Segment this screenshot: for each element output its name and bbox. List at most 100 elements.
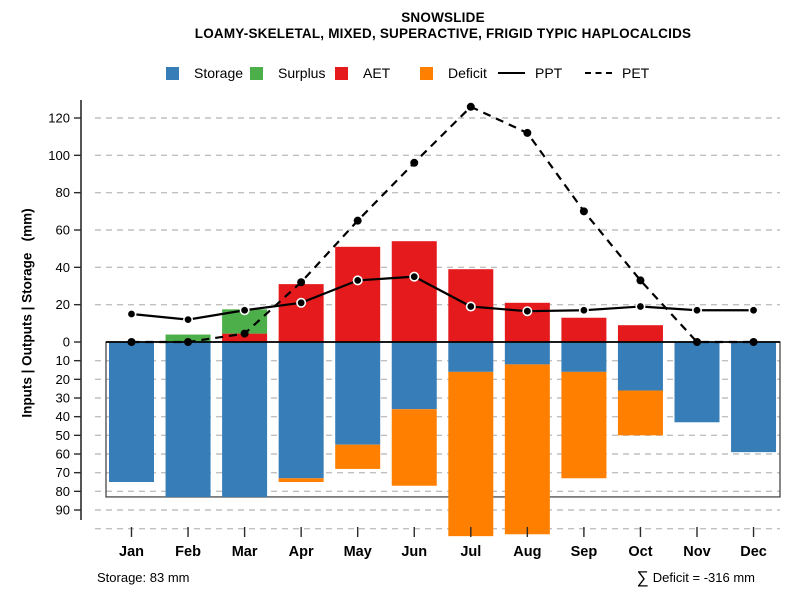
pet-point-Feb xyxy=(184,338,193,346)
y-tick-label: 70 xyxy=(56,465,70,480)
bar-aet-May xyxy=(335,246,381,342)
pet-point-Mar xyxy=(240,329,249,338)
bar-aet-Apr xyxy=(278,284,324,342)
bar-deficit-Jul xyxy=(448,371,494,537)
bar-deficit-May xyxy=(335,444,381,469)
y-tick-label: 120 xyxy=(48,110,70,125)
bar-storage-Jun xyxy=(391,342,437,410)
bar-aet-Sep xyxy=(561,317,607,342)
legend-item-aet: AET xyxy=(335,65,390,81)
bar-deficit-Sep xyxy=(561,371,607,479)
bar-storage-Sep xyxy=(561,342,607,372)
legend-item-pet: PET xyxy=(585,65,649,81)
pet-point-Aug xyxy=(523,128,532,137)
deficit-annotation-text: Deficit = -316 mm xyxy=(652,570,755,585)
legend-item-surplus: Surplus xyxy=(250,65,325,81)
x-tick-label-Apr: Apr xyxy=(289,544,314,560)
legend-label-deficit: Deficit xyxy=(448,65,487,81)
storage-swatch-icon xyxy=(166,66,179,80)
x-tick-label-Mar: Mar xyxy=(232,544,258,560)
x-tick-label-May: May xyxy=(344,544,372,560)
surplus-swatch-icon xyxy=(250,66,263,80)
y-tick-label: 30 xyxy=(56,391,70,406)
x-tick-label-Jan: Jan xyxy=(119,544,144,560)
pet-point-Jul xyxy=(466,102,475,111)
ppt-point-Dec xyxy=(748,305,759,316)
ppt-point-Jul xyxy=(465,301,476,312)
x-tick-label-Dec: Dec xyxy=(740,544,767,560)
bar-storage-Dec xyxy=(731,342,777,453)
ppt-line xyxy=(131,275,754,321)
y-tick-label: 20 xyxy=(56,297,70,312)
bar-aet-Jun xyxy=(391,241,437,342)
legend-label-pet: PET xyxy=(622,65,650,81)
y-tick-label: 90 xyxy=(56,503,70,518)
ppt-point-Jan xyxy=(126,308,137,319)
y-tick-label: 20 xyxy=(56,372,70,387)
bar-storage-Jan xyxy=(109,342,154,483)
ppt-point-Apr xyxy=(296,297,307,308)
pet-line xyxy=(131,105,754,344)
x-tick-label-Oct: Oct xyxy=(628,544,652,560)
legend-label-ppt: PPT xyxy=(535,65,563,81)
sigma-icon: ∑ xyxy=(636,568,649,587)
legend-label-aet: AET xyxy=(363,65,391,81)
ppt-point-Sep xyxy=(578,305,589,316)
aet-swatch-icon xyxy=(335,66,348,80)
page-title: SNOWSLIDE xyxy=(401,10,485,25)
bar-storage-Jul xyxy=(448,342,494,372)
bar-deficit-Aug xyxy=(504,364,550,535)
y-tick-label: 100 xyxy=(48,148,70,163)
y-tick-label: 80 xyxy=(56,484,70,499)
bar-aet-Mar xyxy=(222,333,268,342)
ppt-point-Aug xyxy=(522,306,533,317)
ppt-point-Mar xyxy=(239,305,250,316)
pet-point-Oct xyxy=(636,276,645,285)
ppt-point-Oct xyxy=(635,301,646,312)
pet-point-Apr xyxy=(297,278,306,287)
ppt-point-May xyxy=(352,275,363,286)
legend-label-surplus: Surplus xyxy=(278,65,326,81)
x-tick-label-Sep: Sep xyxy=(571,544,598,560)
legend-item-deficit: Deficit xyxy=(420,65,487,81)
x-tick-label-Jul: Jul xyxy=(460,544,481,560)
pet-point-Nov xyxy=(693,338,701,346)
bar-storage-Feb xyxy=(165,342,211,497)
x-tick-label-Nov: Nov xyxy=(683,544,710,560)
y-tick-label: 10 xyxy=(56,353,70,368)
bar-storage-Nov xyxy=(674,342,720,423)
bar-storage-May xyxy=(335,342,381,445)
legend-item-storage: Storage xyxy=(166,65,243,81)
y-tick-label: 0 xyxy=(63,335,70,350)
x-tick-label-Jun: Jun xyxy=(401,544,427,560)
deficit-swatch-icon xyxy=(420,66,433,80)
legend-label-storage: Storage xyxy=(194,65,244,81)
y-tick-label: 40 xyxy=(56,409,70,424)
bar-aet-Oct xyxy=(617,325,663,342)
y-tick-label: 40 xyxy=(56,260,70,275)
x-tick-label-Feb: Feb xyxy=(175,544,201,560)
y-tick-label: 50 xyxy=(56,428,70,443)
y-tick-label: 60 xyxy=(56,222,70,237)
storage-annotation: Storage: 83 mm xyxy=(97,570,190,585)
pet-point-Dec xyxy=(749,338,758,346)
x-tick-label-Aug: Aug xyxy=(513,544,541,560)
pet-point-Sep xyxy=(579,207,588,216)
bar-storage-Oct xyxy=(617,342,663,391)
y-tick-label: 60 xyxy=(56,447,70,462)
bar-deficit-Oct xyxy=(617,390,663,436)
bar-storage-Apr xyxy=(278,342,324,479)
solid-line-icon xyxy=(498,72,525,74)
bar-storage-Aug xyxy=(504,342,550,365)
y-tick-label: 80 xyxy=(56,185,70,200)
bar-storage-Mar xyxy=(222,342,268,497)
legend-item-ppt: PPT xyxy=(498,65,562,81)
bar-deficit-Jun xyxy=(391,409,437,486)
ppt-point-Feb xyxy=(183,314,194,325)
bar-deficit-Apr xyxy=(278,478,324,483)
pet-point-Jan xyxy=(127,338,136,346)
pet-point-Jun xyxy=(410,158,419,167)
ppt-point-Jun xyxy=(409,271,420,282)
